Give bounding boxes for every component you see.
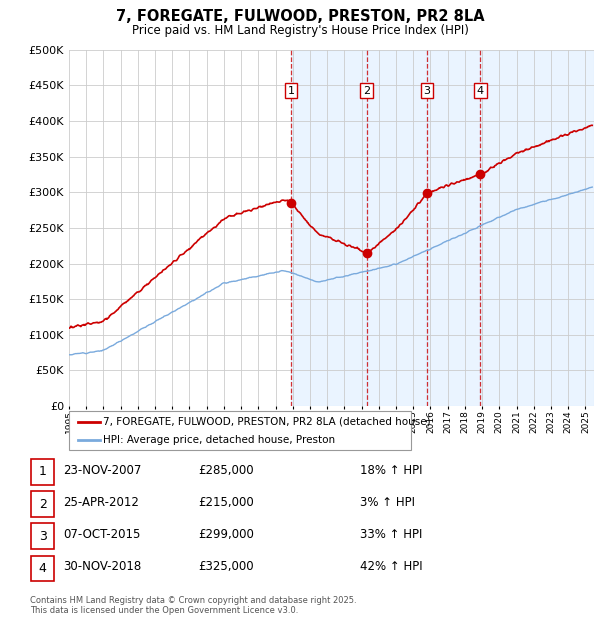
Text: 3: 3: [424, 86, 431, 95]
Text: 18% ↑ HPI: 18% ↑ HPI: [360, 464, 422, 477]
Text: 42% ↑ HPI: 42% ↑ HPI: [360, 560, 422, 574]
Text: 2: 2: [38, 498, 47, 510]
FancyBboxPatch shape: [31, 556, 54, 582]
Text: 3: 3: [38, 530, 47, 542]
Text: Price paid vs. HM Land Registry's House Price Index (HPI): Price paid vs. HM Land Registry's House …: [131, 24, 469, 37]
Text: 1: 1: [38, 466, 47, 478]
Bar: [367, 50, 427, 406]
Text: 4: 4: [477, 86, 484, 95]
FancyBboxPatch shape: [31, 491, 54, 517]
FancyBboxPatch shape: [31, 523, 54, 549]
Text: 2: 2: [363, 86, 370, 95]
Text: £215,000: £215,000: [198, 496, 254, 509]
Text: 1: 1: [287, 86, 295, 95]
Text: 4: 4: [38, 562, 47, 575]
Text: 23-NOV-2007: 23-NOV-2007: [63, 464, 142, 477]
FancyBboxPatch shape: [69, 411, 411, 449]
Text: £299,000: £299,000: [198, 528, 254, 541]
Text: £285,000: £285,000: [198, 464, 254, 477]
Text: 30-NOV-2018: 30-NOV-2018: [63, 560, 141, 574]
Text: 7, FOREGATE, FULWOOD, PRESTON, PR2 8LA (detached house): 7, FOREGATE, FULWOOD, PRESTON, PR2 8LA (…: [103, 417, 431, 427]
Text: 25-APR-2012: 25-APR-2012: [63, 496, 139, 509]
Text: 07-OCT-2015: 07-OCT-2015: [63, 528, 140, 541]
Bar: [291, 50, 367, 406]
Text: HPI: Average price, detached house, Preston: HPI: Average price, detached house, Pres…: [103, 435, 335, 445]
Text: £325,000: £325,000: [198, 560, 254, 574]
Text: 3% ↑ HPI: 3% ↑ HPI: [360, 496, 415, 509]
Text: 7, FOREGATE, FULWOOD, PRESTON, PR2 8LA: 7, FOREGATE, FULWOOD, PRESTON, PR2 8LA: [116, 9, 484, 24]
Bar: [481, 50, 594, 406]
FancyBboxPatch shape: [31, 459, 54, 485]
Bar: [427, 50, 481, 406]
Text: 33% ↑ HPI: 33% ↑ HPI: [360, 528, 422, 541]
Text: Contains HM Land Registry data © Crown copyright and database right 2025.
This d: Contains HM Land Registry data © Crown c…: [30, 596, 356, 615]
